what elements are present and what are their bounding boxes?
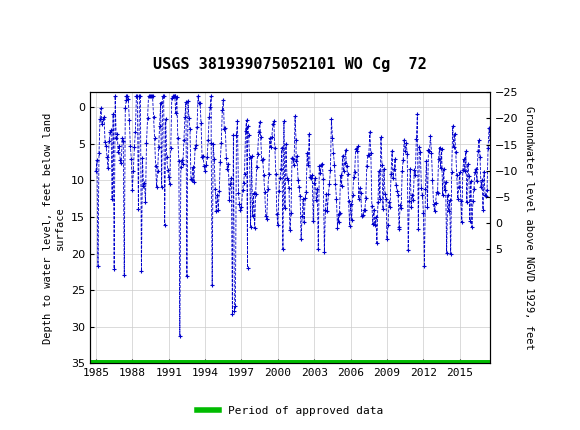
Text: ▒USGS: ▒USGS: [9, 12, 55, 29]
Y-axis label: Groundwater level above NGVD 1929, feet: Groundwater level above NGVD 1929, feet: [524, 106, 534, 350]
Legend: Period of approved data: Period of approved data: [193, 401, 387, 420]
Text: USGS 381939075052101 WO Cg  72: USGS 381939075052101 WO Cg 72: [153, 58, 427, 72]
Y-axis label: Depth to water level, feet below land
surface: Depth to water level, feet below land su…: [43, 112, 66, 344]
